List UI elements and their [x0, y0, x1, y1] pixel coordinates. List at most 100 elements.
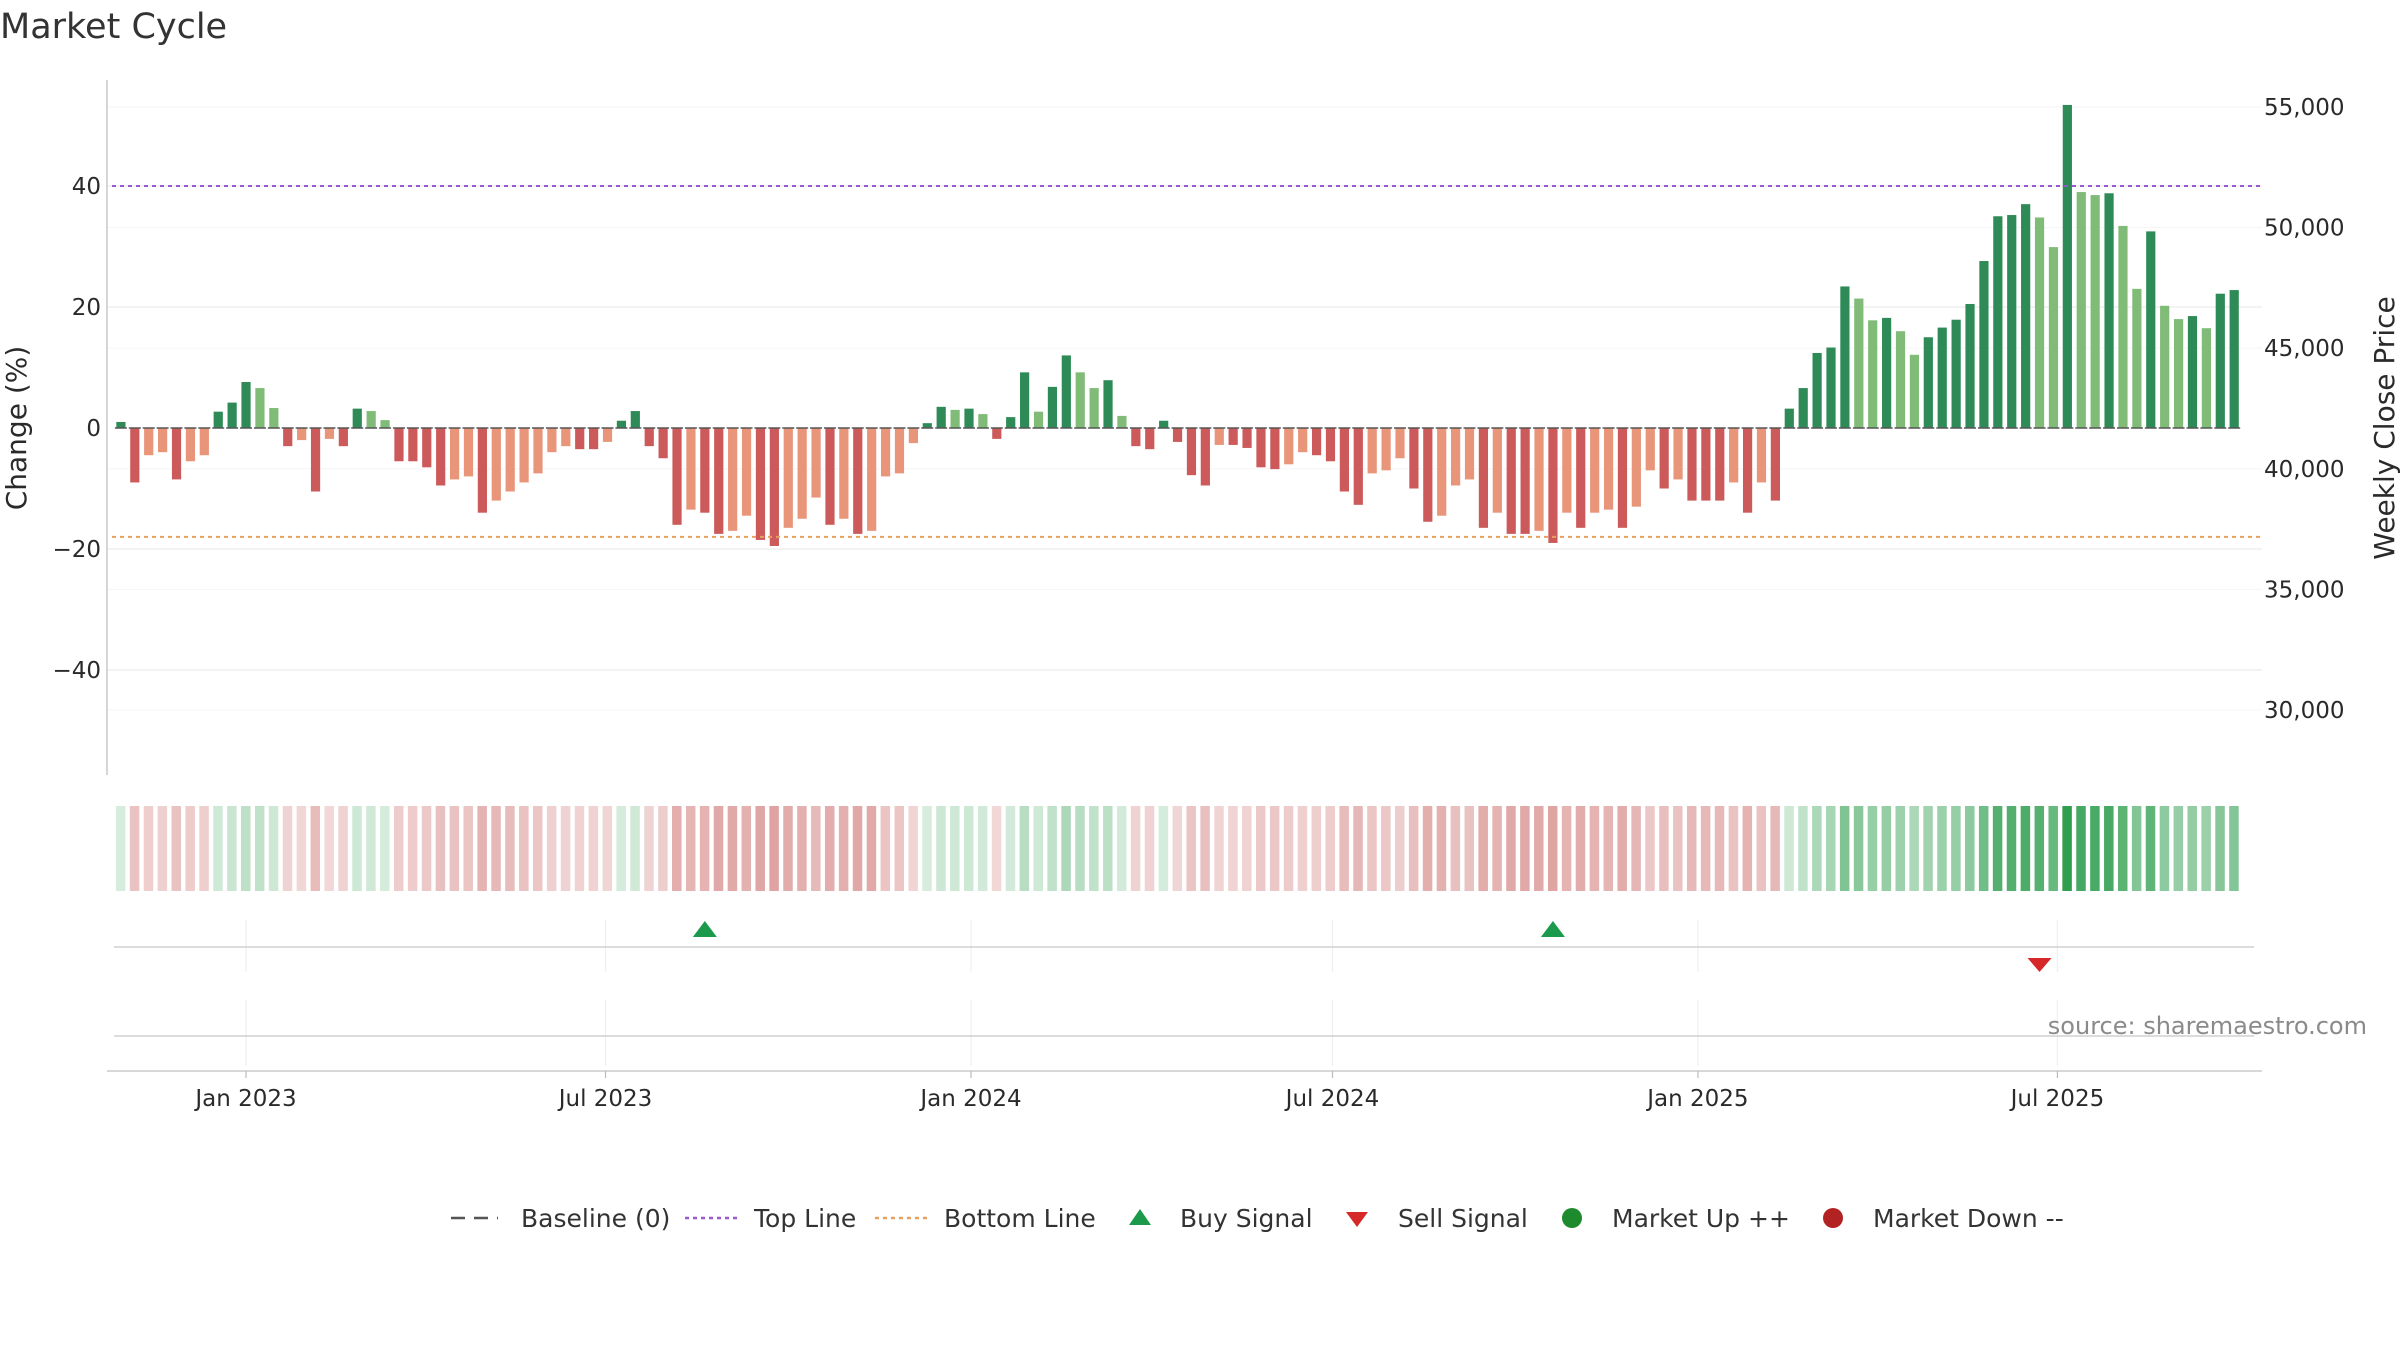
heat-cell	[2145, 806, 2156, 891]
heat-cell	[2048, 806, 2058, 891]
change-bar	[714, 428, 724, 534]
heat-cell	[1436, 806, 1447, 891]
change-bar	[1270, 428, 1280, 470]
change-bar	[463, 428, 474, 477]
change-bar	[589, 428, 599, 450]
change-bar	[1298, 428, 1308, 453]
heat-cell	[1534, 806, 1544, 891]
x-tick-label: Jul 2025	[2009, 1086, 2105, 1112]
change-bar	[1645, 428, 1655, 471]
heat-cell	[421, 806, 432, 891]
heat-cell	[1798, 806, 1808, 891]
change-bar	[144, 428, 154, 456]
change-bar	[1117, 415, 1127, 428]
change-bar	[1840, 286, 1850, 428]
heat-cell	[1978, 806, 1989, 891]
change-bar	[1562, 428, 1572, 513]
heat-cell	[1561, 806, 1572, 891]
change-bar	[1854, 298, 1864, 428]
change-bar	[2048, 247, 2059, 428]
heat-cell	[1367, 806, 1377, 891]
heat-cell	[1756, 806, 1766, 891]
heat-cell	[1686, 806, 1697, 891]
change-bar	[241, 382, 251, 428]
change-bar	[769, 428, 779, 546]
y-right-tick-label: 50,000	[2264, 216, 2344, 242]
heat-cell	[1283, 806, 1294, 891]
heat-cell	[991, 806, 1002, 891]
heat-cell	[435, 806, 446, 891]
heat-cell	[811, 806, 821, 891]
change-bar	[1937, 327, 1947, 428]
change-bar	[199, 428, 209, 456]
change-bar	[1742, 428, 1753, 513]
heat-cell	[699, 806, 710, 891]
buy-signal-marker	[1540, 921, 1565, 937]
change-bar	[2104, 193, 2114, 428]
heat-cell	[477, 806, 487, 891]
heat-cell	[713, 806, 724, 891]
heat-cell	[1130, 806, 1141, 891]
heat-cell	[1492, 806, 1502, 891]
heat-cell	[1547, 806, 1558, 891]
change-bar	[1145, 428, 1155, 450]
change-bar	[1673, 428, 1683, 480]
change-bar	[908, 428, 918, 444]
change-bar	[1715, 428, 1725, 501]
heat-cell	[1005, 806, 1016, 891]
y-left-tick-label: 20	[72, 295, 101, 321]
change-bar	[2146, 231, 2156, 429]
heat-cell	[1853, 806, 1864, 891]
legend-market-down-label: Market Down --	[1873, 1204, 2064, 1233]
y-left-tick-label: 0	[86, 416, 101, 442]
change-bar	[1756, 428, 1767, 483]
change-bar	[1006, 417, 1016, 428]
heat-cell	[1506, 806, 1516, 891]
heat-cell	[1673, 806, 1683, 891]
change-bar	[630, 411, 640, 428]
change-bar	[1784, 408, 1794, 428]
change-bar	[1534, 428, 1544, 531]
heat-cell	[2173, 806, 2184, 891]
change-bar	[1478, 428, 1489, 528]
change-bar	[227, 402, 237, 428]
heat-cell	[254, 806, 265, 891]
heat-cell	[560, 806, 571, 891]
y-right-tick-label: 55,000	[2264, 95, 2344, 121]
main-gridlines	[107, 106, 2262, 711]
heat-cell	[463, 806, 473, 891]
lower-panel	[114, 1000, 2254, 1066]
heat-cell	[199, 806, 209, 891]
change-bar	[825, 428, 835, 525]
change-bar	[839, 428, 849, 519]
heat-cell	[908, 806, 918, 891]
heat-cell	[1589, 806, 1600, 891]
heat-cell	[185, 806, 195, 891]
change-bar	[547, 428, 557, 453]
heat-cell	[1200, 806, 1210, 891]
change-bar	[1033, 411, 1044, 429]
legend: Baseline (0) Top Line Bottom Line Buy Si…	[451, 1204, 2064, 1233]
heat-cell	[1784, 806, 1794, 891]
heat-cell	[2104, 806, 2114, 891]
change-bar	[1228, 428, 1238, 445]
legend-market-up-icon	[1562, 1208, 1582, 1228]
legend-buy-signal-icon	[1129, 1209, 1151, 1225]
heat-cell	[1422, 806, 1433, 891]
change-bar	[1798, 388, 1808, 428]
heat-cell	[977, 806, 988, 891]
change-bar	[741, 428, 752, 516]
heat-cell	[1617, 806, 1627, 891]
change-bar	[1325, 428, 1336, 462]
change-bar	[1895, 331, 1906, 428]
heat-cell	[894, 806, 904, 891]
change-bar	[867, 428, 877, 531]
x-tick-label: Jul 2024	[1284, 1086, 1380, 1112]
heat-cell	[2187, 806, 2197, 891]
change-bar	[797, 428, 807, 519]
change-bar	[602, 428, 613, 442]
heat-cell	[282, 806, 293, 891]
change-bar	[658, 428, 668, 459]
change-bar	[1200, 428, 1210, 486]
